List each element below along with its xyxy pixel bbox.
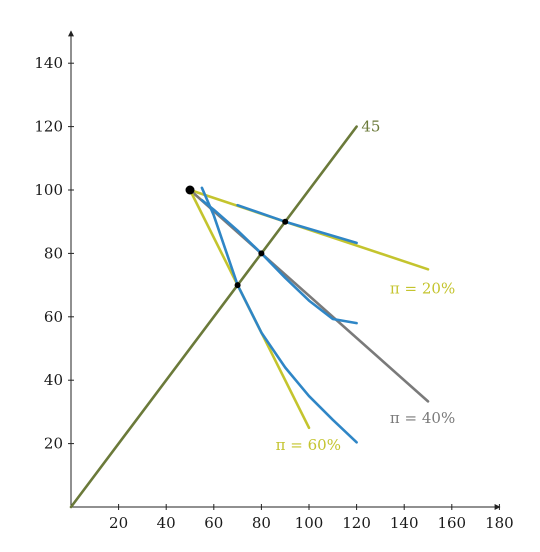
markers <box>185 185 289 289</box>
x-tick-label: 160 <box>437 514 466 532</box>
plot-area <box>69 125 430 509</box>
y-tick-label: 120 <box>34 118 63 136</box>
axes: 20 40 60 80 100 120 140 160 180 20 40 60 80 100 120 140 <box>34 30 514 532</box>
series-line-6 <box>200 198 358 325</box>
x-tick-label: 100 <box>295 514 324 532</box>
intersection-point-3 <box>234 282 241 289</box>
y-tick-label: 40 <box>44 371 63 389</box>
annotation-label: π = 60% <box>276 436 341 454</box>
y-tick-label: 80 <box>44 244 63 262</box>
series-line-5 <box>236 203 358 245</box>
x-tick-label: 180 <box>485 514 514 532</box>
y-tick-label: 20 <box>44 435 63 453</box>
y-tick-label: 60 <box>44 308 63 326</box>
annotations: 45 π = 20% π = 40% π = 60% <box>276 118 456 455</box>
intersection-point-1 <box>282 218 289 225</box>
intersection-point-2 <box>258 250 265 257</box>
y-tick-label: 100 <box>34 181 63 199</box>
x-tick-label: 40 <box>157 514 176 532</box>
x-tick-label: 20 <box>109 514 128 532</box>
annotation-label: 45 <box>361 118 380 136</box>
start-point <box>185 185 195 195</box>
x-tick-label: 80 <box>252 514 271 532</box>
x-tick-label: 140 <box>390 514 419 532</box>
x-tick-label: 60 <box>204 514 223 532</box>
y-tick-label: 140 <box>34 54 63 72</box>
annotation-label: π = 40% <box>390 409 455 427</box>
annotation-label: π = 20% <box>390 279 455 297</box>
series-line-7 <box>200 186 358 444</box>
series-line-1 <box>69 125 358 509</box>
x-tick-label: 120 <box>342 514 371 532</box>
